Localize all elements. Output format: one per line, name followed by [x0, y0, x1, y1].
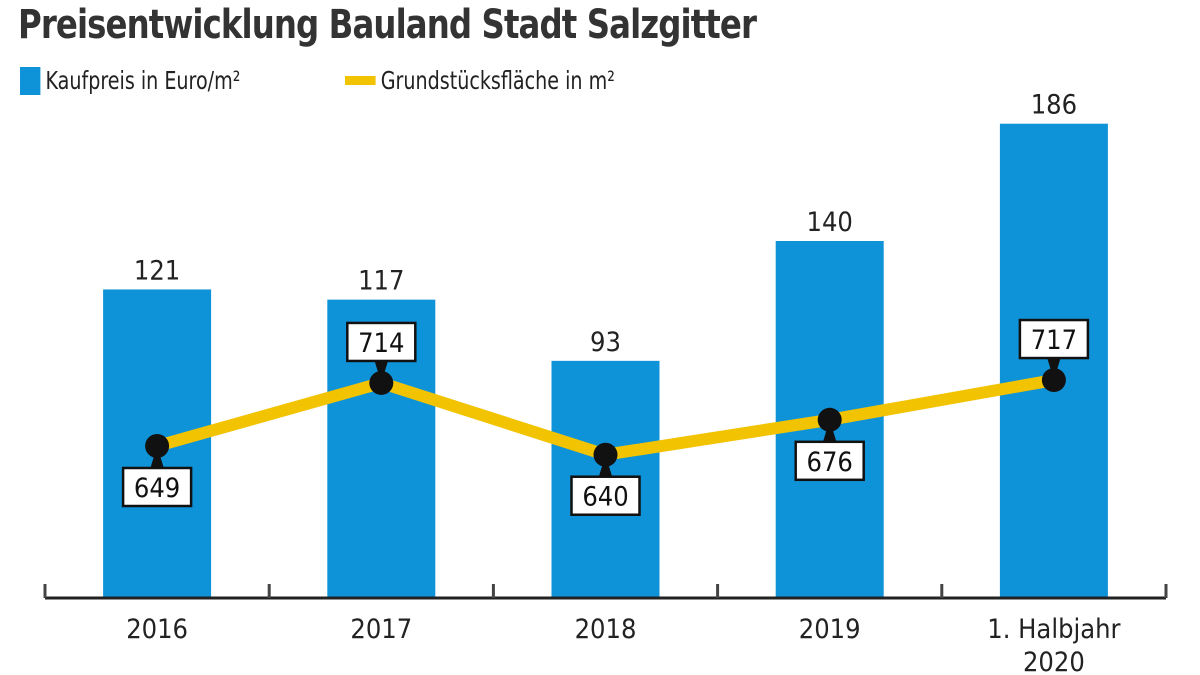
x-tick-label: 2018	[575, 614, 637, 645]
line-value-label: 649	[134, 473, 180, 504]
x-tick-label: 2017	[350, 614, 412, 645]
bar-value-label: 140	[807, 207, 853, 238]
legend-label-flaeche: Grundstücksfläche in m²	[380, 66, 615, 95]
line-point-0	[145, 434, 170, 458]
x-tick-label: 2020	[1023, 647, 1085, 675]
line-point-1	[369, 370, 394, 395]
line-value-label: 676	[807, 447, 853, 478]
legend-item-flaeche: Grundstücksfläche in m²	[345, 66, 615, 95]
line-label-box	[346, 321, 417, 363]
line-label-box	[570, 475, 641, 516]
line-value-label: 714	[358, 328, 404, 359]
legend-label-kaufpreis: Kaufpreis in Euro/m²	[45, 66, 241, 95]
bar-value-label: 117	[358, 266, 404, 297]
chart-title: Preisentwicklung Bauland Stadt Salzgitte…	[18, 2, 757, 48]
bar-value-label: 186	[1031, 90, 1077, 121]
legend-swatch-line	[345, 76, 376, 85]
line-label-box	[1018, 318, 1090, 360]
line-value-label: 717	[1031, 325, 1077, 356]
line-point-4	[1041, 368, 1066, 393]
legend-item-kaufpreis: Kaufpreis in Euro/m²	[20, 66, 240, 95]
line-value-label: 640	[582, 482, 628, 513]
legend-swatch-bar	[20, 66, 41, 95]
bar-value-label: 93	[590, 327, 621, 358]
line-point-3	[817, 407, 842, 432]
x-tick-label: 2016	[126, 614, 188, 645]
line-label-box	[121, 466, 193, 508]
x-tick-label: 1. Halbjahr	[987, 614, 1120, 645]
line-point-2	[593, 442, 618, 467]
line-label-box	[794, 440, 865, 482]
bar-value-label: 121	[134, 255, 180, 286]
x-tick-label: 2019	[799, 614, 861, 645]
